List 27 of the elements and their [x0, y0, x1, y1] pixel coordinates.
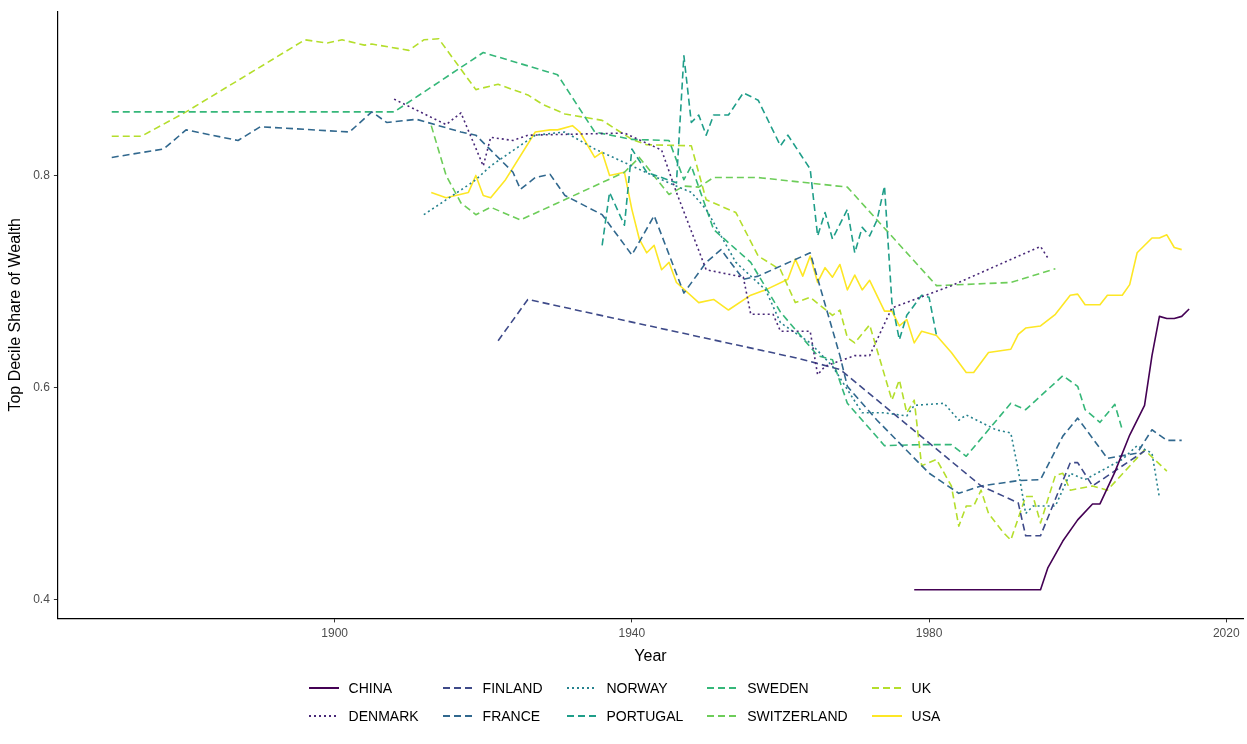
legend-label: USA [911, 708, 941, 724]
line-series [601, 54, 938, 341]
line-series [110, 111, 1183, 495]
legend-label: FRANCE [482, 708, 541, 724]
legend-label: UK [911, 680, 932, 696]
line-series [110, 51, 1124, 458]
x-tick-label: 1900 [321, 625, 349, 640]
y-tick-label: 0.6 [33, 379, 51, 394]
y-axis-title: Top Decile Share of Wealth [6, 218, 24, 412]
y-tick-label: 0.4 [33, 591, 51, 606]
legend-label: PORTUGAL [606, 708, 684, 724]
legend-label: FINLAND [482, 680, 543, 696]
x-tick-label: 1980 [915, 625, 943, 640]
line-series [497, 298, 1146, 537]
y-tick-label: 0.8 [33, 167, 51, 182]
line-series [430, 124, 1057, 287]
legend-label: SWITZERLAND [747, 708, 848, 724]
legend-label: NORWAY [606, 680, 668, 696]
legend-label: DENMARK [348, 708, 419, 724]
line-series [393, 98, 1049, 376]
legend-label: SWEDEN [747, 680, 809, 696]
line-series [110, 37, 1168, 541]
x-axis-title: Year [634, 646, 668, 664]
legend-label: CHINA [348, 680, 393, 696]
line-series [423, 131, 1161, 515]
x-tick-label: 2020 [1212, 625, 1240, 640]
x-tick-label: 1940 [618, 625, 646, 640]
